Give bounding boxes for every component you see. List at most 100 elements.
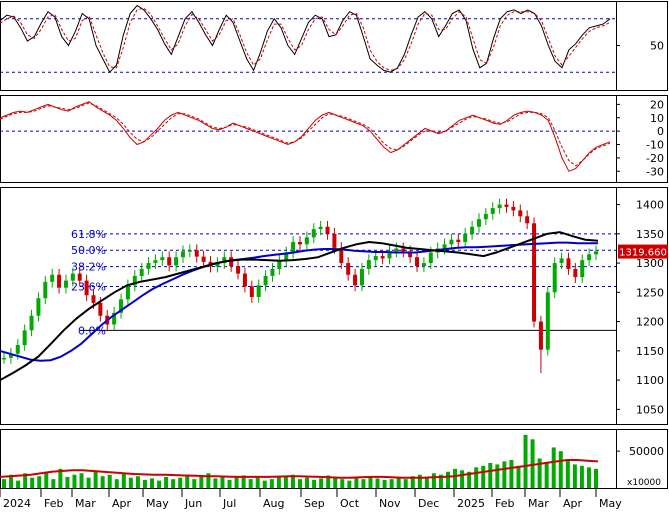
price-panel: 61.8%50.0%38.2%23.6%0.0%1400135013001250… [0, 199, 668, 416]
candle-body [339, 247, 344, 264]
candle-body [346, 263, 351, 275]
series-line [0, 231, 599, 381]
volume-bar [234, 477, 239, 488]
y-tick-label: 50 [650, 40, 664, 53]
candle-body [359, 268, 364, 286]
candle-body [580, 260, 585, 278]
candle-body [236, 266, 241, 274]
y-tick-label: 1200 [636, 316, 664, 329]
candle-body [187, 250, 192, 252]
volume-bar [438, 474, 443, 488]
series-line [0, 4, 611, 74]
last-price-label: 1319.660 [619, 248, 667, 259]
volume-bar [389, 479, 394, 488]
volume-bar [65, 476, 70, 488]
volume-bar [361, 479, 366, 488]
candle-body [284, 252, 289, 261]
candle-body [174, 257, 179, 266]
candle-body [380, 256, 385, 259]
volume-bar [248, 479, 253, 488]
candle-body [291, 242, 296, 253]
y-tick-label: 10 [650, 112, 664, 125]
volume-bar [16, 480, 21, 488]
volume-bar [375, 478, 380, 488]
candle-body [428, 252, 433, 264]
volume-bar [460, 470, 465, 488]
volume-bar [107, 474, 112, 488]
candle-body [511, 206, 516, 211]
candle-body [2, 357, 6, 360]
y-tick-label: 0 [657, 125, 664, 138]
volume-bar [220, 476, 225, 488]
x-tick-label: 2025 [457, 497, 485, 510]
time-axis: 2024 Feb Mar Apr May Jun Jul Aug Sep Oct Nov Dec 202… [0, 489, 622, 510]
x-tick-label: Apr [563, 497, 583, 510]
volume-bar [185, 474, 190, 488]
candle-body [545, 292, 550, 350]
y-tick-label: 1300 [636, 257, 664, 270]
volume-bar [319, 478, 324, 488]
x-tick-label: Nov [379, 497, 401, 510]
volume-bar [227, 479, 232, 488]
y-tick-label: 1150 [636, 345, 664, 358]
volume-bar [502, 461, 507, 488]
volume-bar [354, 477, 359, 488]
panel-border [0, 95, 668, 183]
candle-body [538, 321, 543, 350]
volume-bar [431, 473, 436, 488]
candle-body [36, 298, 41, 316]
candle-body [353, 274, 358, 286]
volume-bar [100, 476, 105, 488]
volume-bar [474, 467, 479, 488]
y-tick-label: 50000 [629, 445, 664, 458]
candle-body [525, 216, 530, 224]
series-line [0, 7, 611, 71]
y-tick-label: 1250 [636, 286, 664, 299]
candle-body [70, 273, 75, 281]
volume-bar [586, 467, 591, 488]
candle-body [387, 251, 392, 259]
volume-bar [93, 471, 98, 488]
x-tick-label: Sep [304, 497, 325, 510]
volume-bar [396, 477, 401, 488]
volume-bar [23, 473, 28, 488]
y-tick-label: -20 [646, 152, 664, 165]
candle-body [194, 250, 199, 257]
volume-bar [128, 477, 133, 488]
volume-bar [37, 476, 42, 488]
candle-body [153, 260, 158, 264]
volume-bar [594, 468, 598, 488]
series-line [0, 241, 598, 362]
volume-bar [206, 473, 211, 488]
x-tick-label: Mar [75, 497, 96, 510]
last-price-box [618, 244, 668, 259]
volume-bar [333, 476, 338, 488]
candle-body [587, 254, 592, 261]
volume-panel: 50000 x10000 [0, 434, 664, 488]
x-tick-label: 2024 [3, 497, 31, 510]
panel-border [0, 187, 668, 425]
volume-bar [410, 476, 415, 488]
volume-bar [51, 479, 56, 488]
candle-body [483, 213, 488, 220]
volume-bar [192, 479, 197, 488]
x-tick-label: Apr [112, 497, 132, 510]
candle-body [415, 257, 420, 266]
volume-bar [121, 473, 126, 488]
volume-bar [340, 479, 345, 488]
candle-body [532, 223, 537, 322]
x-tick-label: Feb [495, 497, 514, 510]
candle-body [112, 312, 117, 325]
candle-body [201, 256, 206, 262]
volume-bar [403, 479, 408, 488]
volume-bar [495, 464, 500, 488]
candle-body [15, 345, 20, 354]
y-tick-label: 1350 [636, 228, 664, 241]
series-line [0, 459, 599, 479]
volume-unit-label: x10000 [627, 478, 661, 488]
volume-bar [157, 480, 162, 488]
volume-bar [572, 464, 577, 488]
candle-body [22, 330, 27, 345]
